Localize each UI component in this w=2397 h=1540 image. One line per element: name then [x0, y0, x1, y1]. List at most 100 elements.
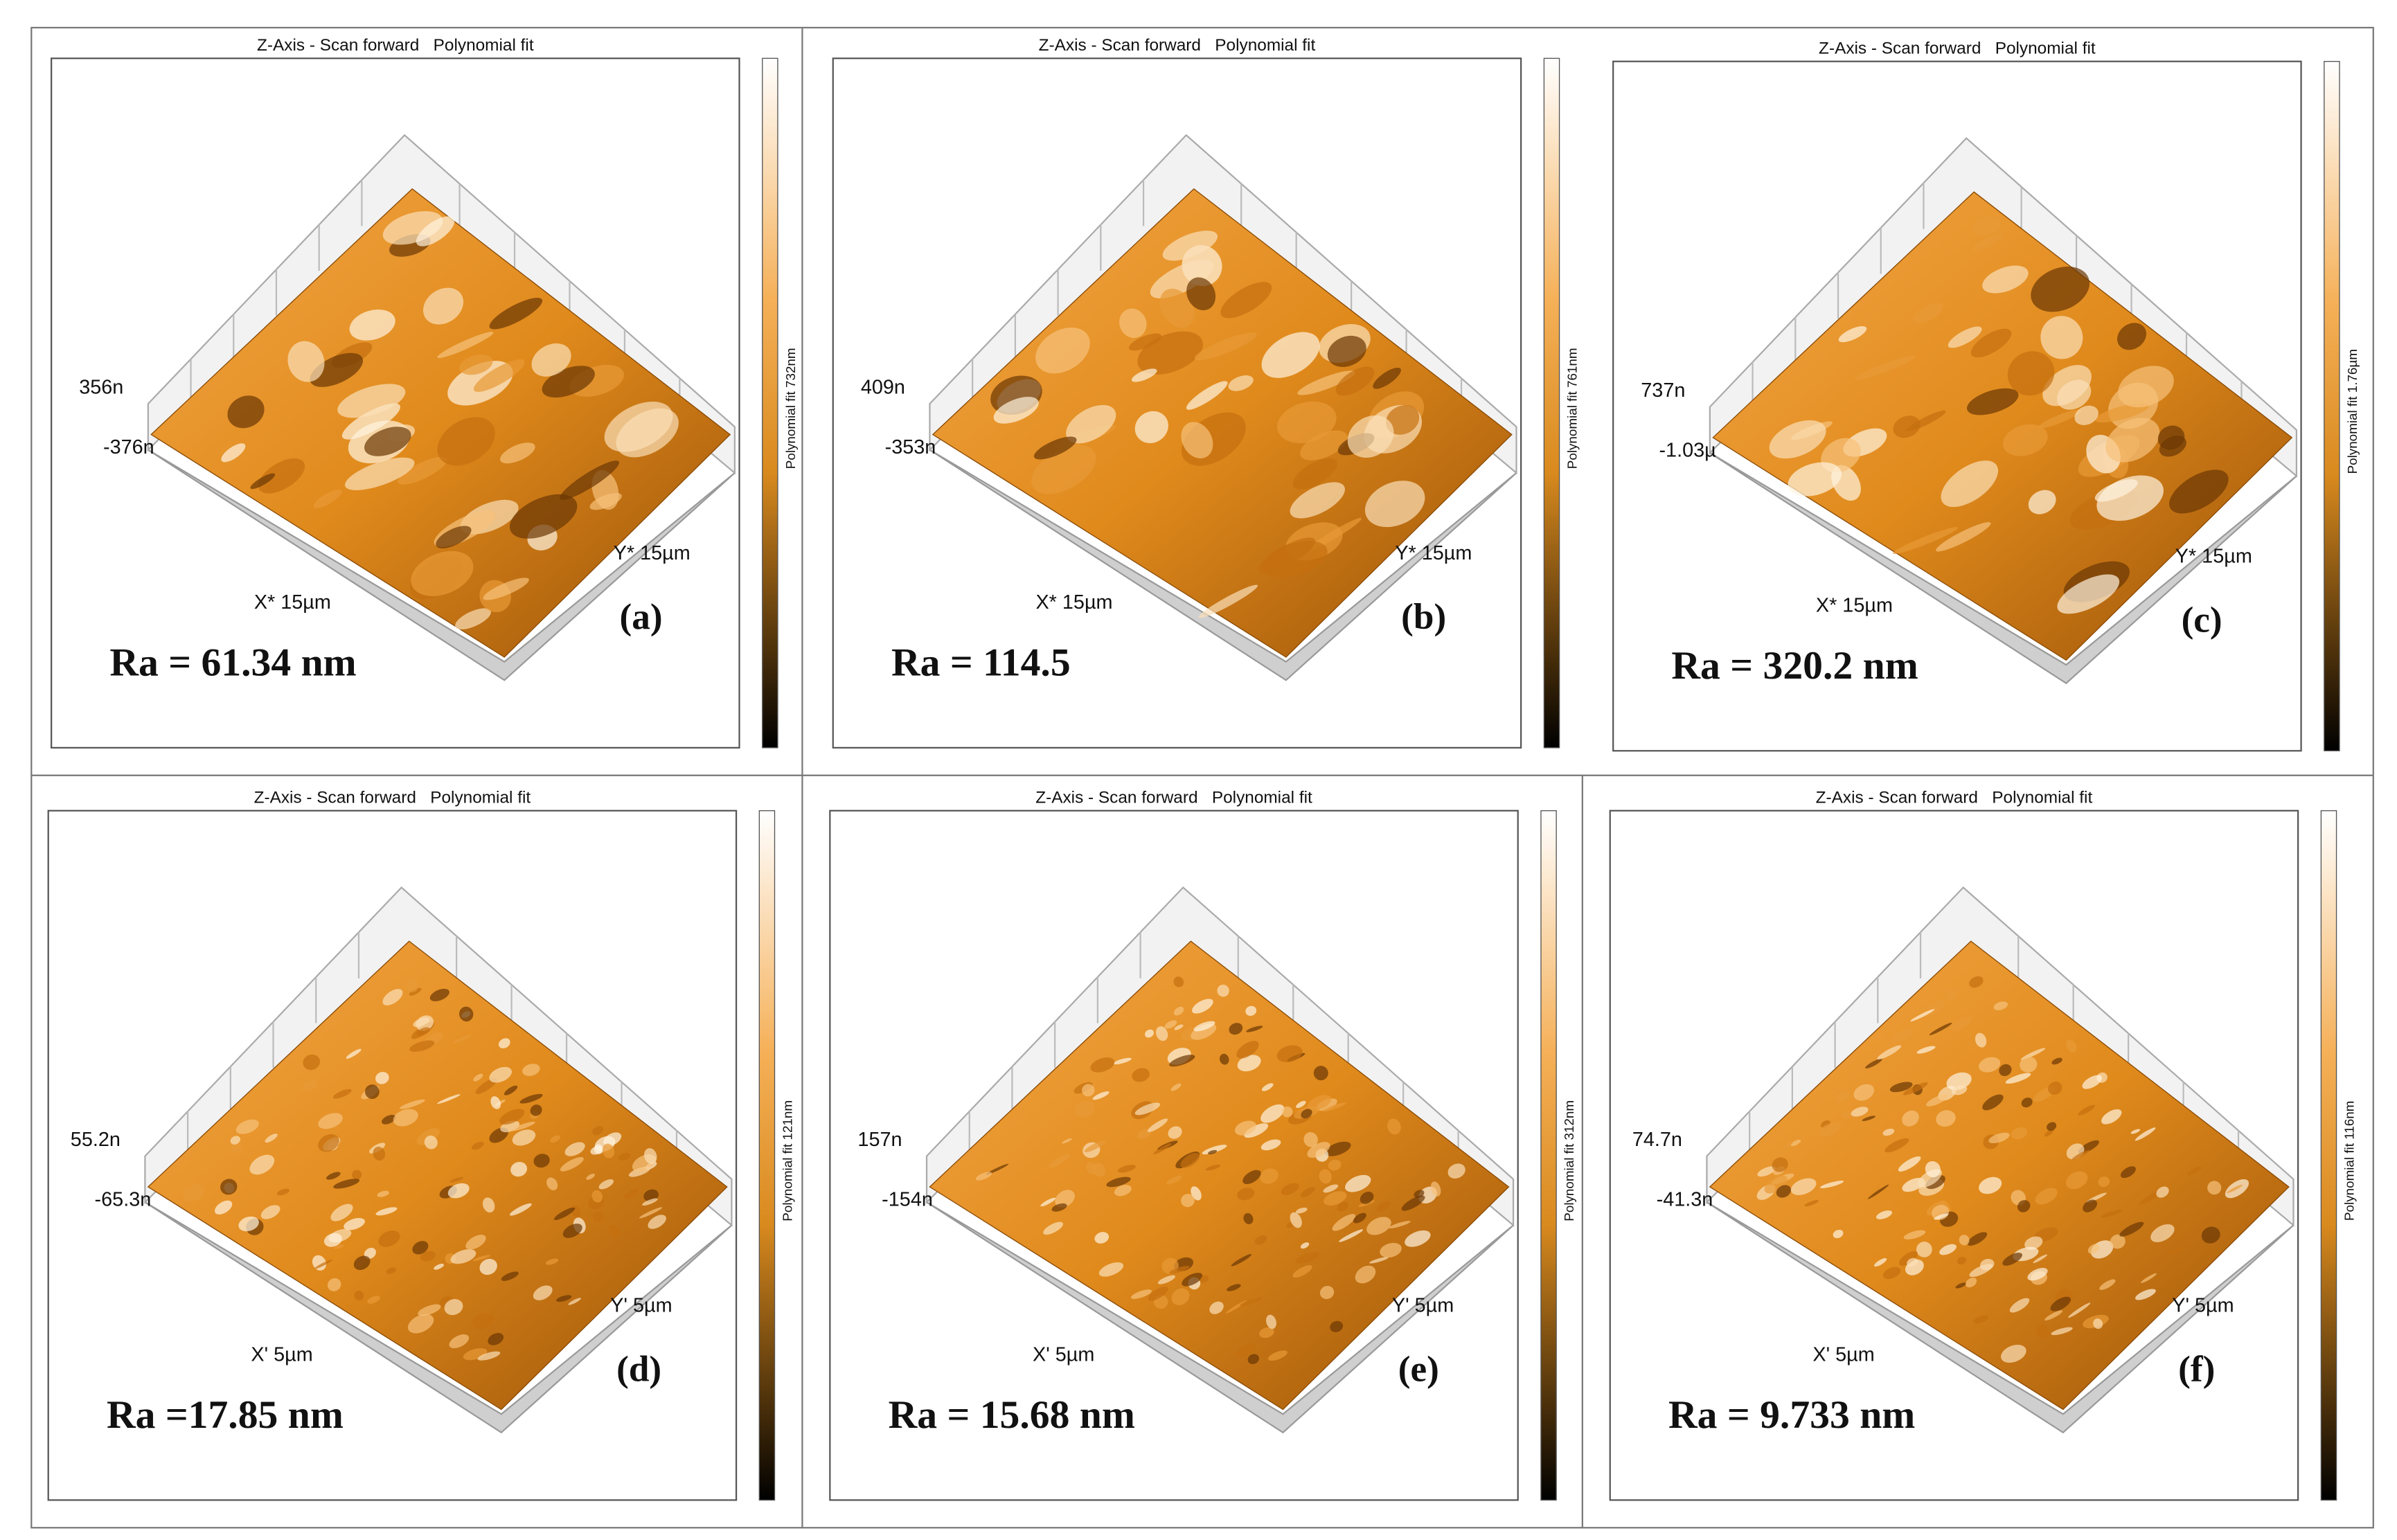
surface-texture [1169, 1266, 1190, 1274]
surface-texture [1405, 1230, 1431, 1247]
surface-texture [2099, 1279, 2116, 1290]
surface-texture [2201, 1226, 2220, 1244]
surface-texture [354, 1290, 364, 1300]
surface-texture [459, 1006, 474, 1022]
y-axis-label: Y* 15µm [1395, 542, 1472, 564]
surface-texture [323, 1233, 342, 1247]
surface-texture [1835, 1090, 1850, 1103]
surface-texture [2117, 323, 2147, 350]
y-axis-label: Y' 5µm [1392, 1295, 1454, 1317]
surface-texture [1916, 1046, 1936, 1054]
surface-texture [642, 1198, 658, 1206]
surface-texture [382, 989, 403, 1005]
surface-texture [1401, 1195, 1425, 1211]
surface-texture [1164, 1020, 1177, 1029]
surface-texture [2168, 1248, 2184, 1255]
roughness: Ra =17.85 nm [107, 1393, 344, 1437]
panel-title: Z-Axis - Scan forward Polynomial fit [1035, 788, 1312, 807]
surface-texture [975, 1172, 992, 1181]
z-max-label: 55.2n [71, 1129, 121, 1151]
surface-texture [318, 1134, 339, 1152]
surface-texture [332, 1089, 352, 1099]
surface-texture [1999, 1064, 2012, 1076]
surface-texture [498, 1038, 510, 1049]
surface-texture [1910, 1009, 1935, 1022]
colorbar-label: Polynomial fit 312nm [1562, 1100, 1576, 1221]
surface-texture [1903, 1230, 1926, 1239]
surface-texture [235, 1119, 259, 1134]
surface-texture [1231, 1254, 1252, 1266]
surface-texture [1260, 1168, 1278, 1184]
surface-texture [2120, 1166, 2136, 1179]
surface-texture [1906, 410, 1946, 431]
surface-texture [648, 1215, 666, 1229]
surface-texture [452, 1035, 472, 1044]
panel: Z-Axis - Scan forward Polynomial fit 409n… [832, 36, 1580, 749]
surface-texture [1205, 1164, 1221, 1171]
surface-texture [1174, 1024, 1184, 1030]
surface-texture [623, 1188, 639, 1199]
surface-texture [1769, 420, 1826, 459]
surface-texture [310, 352, 364, 387]
surface-texture [1191, 1023, 1217, 1040]
surface-texture [472, 1312, 494, 1329]
surface-texture [1261, 332, 1320, 378]
surface-texture [400, 1099, 425, 1109]
surface-texture [345, 457, 415, 490]
surface-texture [1129, 333, 1161, 351]
surface-texture [1202, 1145, 1227, 1155]
back-wall [1709, 137, 2298, 478]
surface-texture [412, 1241, 429, 1255]
colorbar [1543, 57, 1560, 749]
surface-texture [1328, 1159, 1342, 1171]
surface-texture [1955, 1282, 1967, 1289]
surface-texture [1790, 1178, 1817, 1195]
surface-texture [2057, 574, 2120, 614]
surface-texture [1168, 1126, 1182, 1139]
surface-texture [1319, 1286, 1335, 1300]
surface-texture [312, 1255, 326, 1271]
panel: Z-Axis - Scan forward Polynomial fit 157n… [829, 788, 1576, 1501]
surface-texture [1227, 1284, 1241, 1291]
surface-texture [330, 1203, 353, 1221]
surface-texture [533, 1154, 550, 1168]
surface-texture [1934, 1213, 1949, 1220]
surface-texture [1295, 1207, 1308, 1214]
surface-texture [2105, 418, 2160, 463]
surface-texture [375, 1071, 389, 1084]
surface-texture [1988, 1132, 2010, 1144]
surface-texture [1946, 1072, 1972, 1091]
surface-texture [1903, 1082, 1928, 1095]
surface-texture [1234, 1120, 1256, 1136]
surface-texture [490, 1096, 501, 1109]
surface-texture [1790, 1139, 1801, 1147]
surface [1712, 191, 2293, 661]
surface-texture [313, 489, 342, 508]
surface-texture [2042, 365, 2092, 406]
surface-texture [1237, 1055, 1261, 1072]
roughness: Ra = 15.68 nm [889, 1393, 1135, 1437]
surface-texture [344, 1217, 365, 1230]
panel-title: Z-Axis - Scan forward Polynomial fit [257, 36, 534, 55]
surface-texture [1033, 436, 1077, 460]
surface-texture [2038, 409, 2082, 429]
roughness: Ra = 114.5 [891, 641, 1071, 685]
surface-texture [1180, 1152, 1200, 1168]
panel-label: (b) [1401, 596, 1446, 637]
surface-texture [2031, 267, 2090, 312]
surface-texture [1148, 1286, 1168, 1301]
surface-texture [1157, 1275, 1176, 1284]
colorbar [1540, 810, 1557, 1501]
surface-texture [1389, 1221, 1411, 1228]
surface-texture [276, 1188, 289, 1196]
surface-texture [2100, 1209, 2123, 1218]
surface-texture [499, 1109, 525, 1125]
surface-texture [2150, 1224, 2175, 1242]
surface-texture [1200, 1275, 1209, 1283]
surface-texture [424, 1135, 438, 1149]
surface-texture [1993, 1001, 2008, 1010]
surface-texture [346, 1048, 362, 1059]
surface-texture [1051, 1203, 1067, 1212]
surface-texture [618, 1152, 631, 1161]
surface-texture [378, 1230, 400, 1247]
